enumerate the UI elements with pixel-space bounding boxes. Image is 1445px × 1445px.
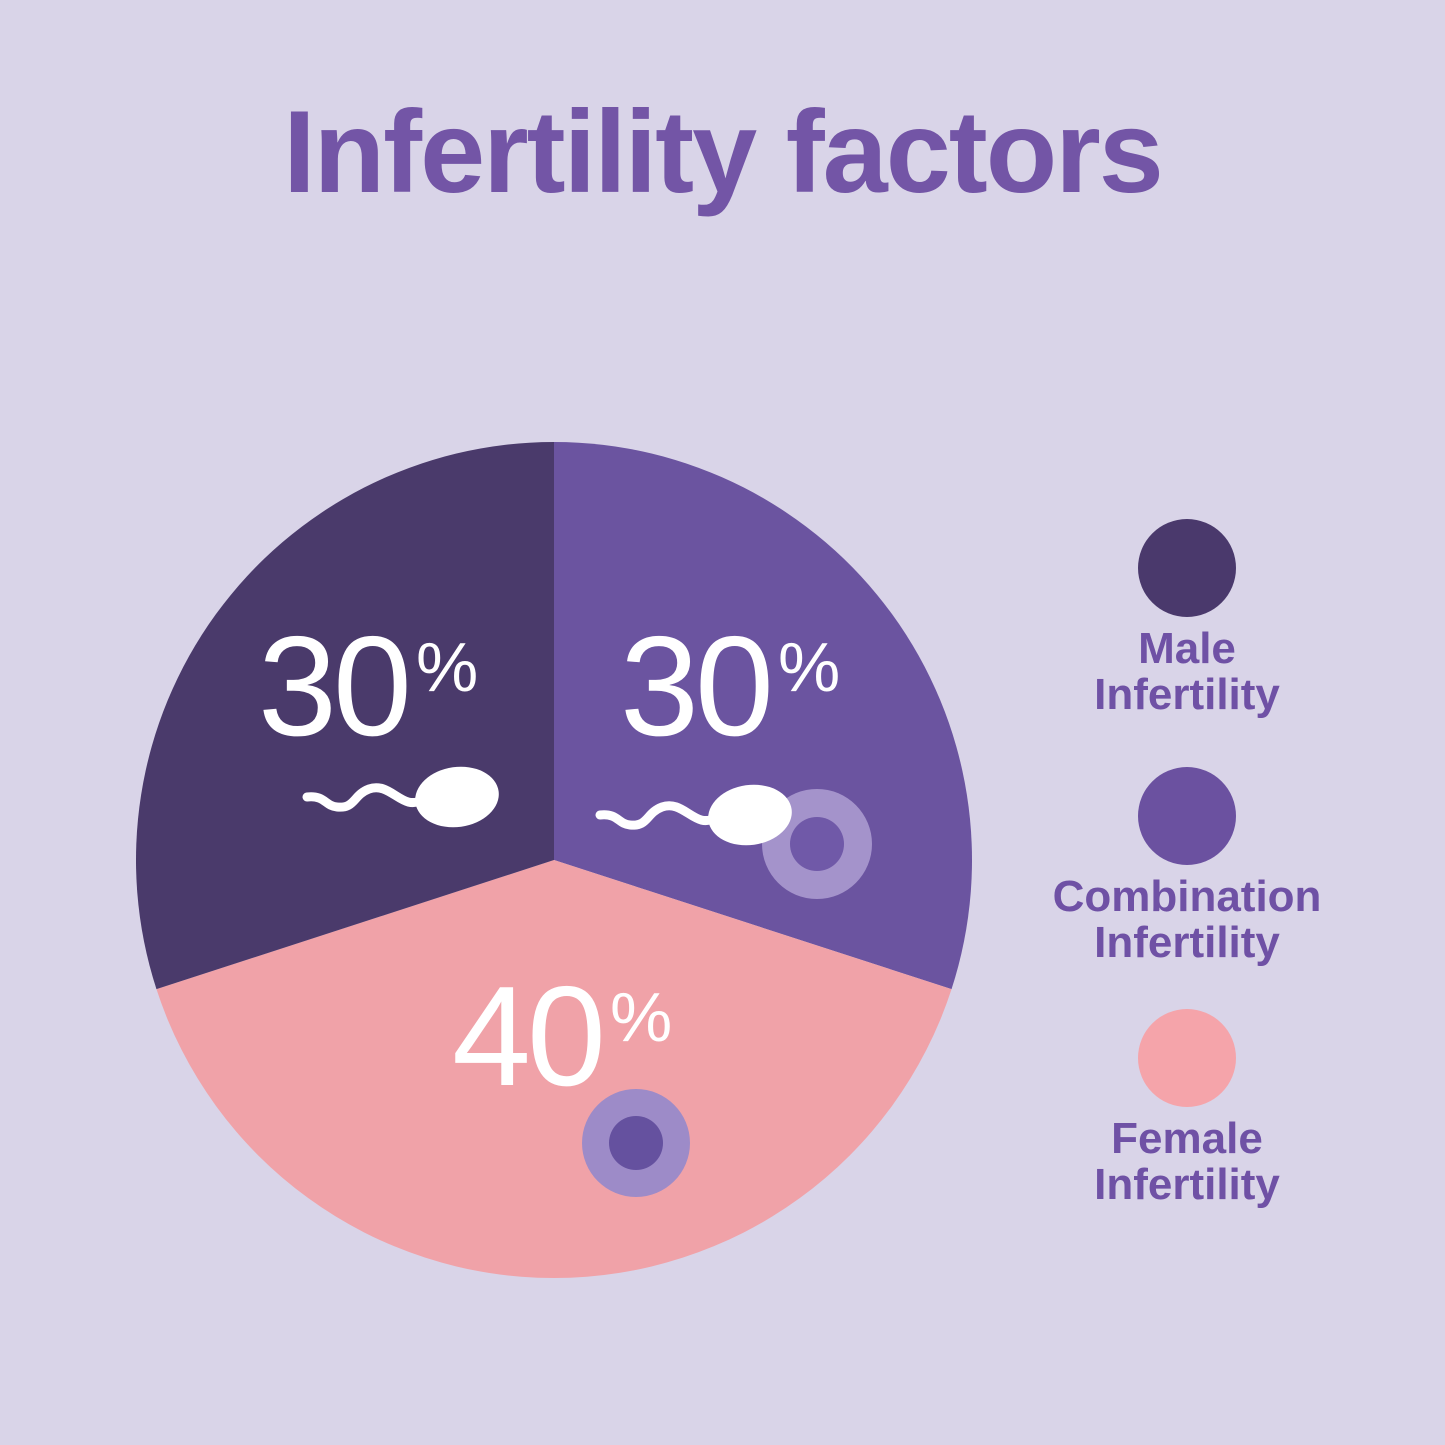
legend-item-combination: Combination Infertility [1017, 767, 1357, 966]
legend-label-female: Female Infertility [1017, 1116, 1357, 1208]
legend-label-combination: Combination Infertility [1017, 874, 1357, 966]
legend-item-female: Female Infertility [1017, 1009, 1357, 1208]
legend-label-line2: Infertility [1094, 1160, 1280, 1209]
slice-value-male: 30 % [258, 616, 478, 758]
slice-value-number: 30 [620, 607, 774, 766]
egg-cell-icon-female [582, 1089, 690, 1197]
sperm-icon-combination [595, 784, 792, 846]
slice-value-female: 40 % [452, 966, 672, 1108]
legend-label-male: Male Infertility [1017, 626, 1357, 718]
chart-title: Infertility factors [283, 86, 1164, 217]
slice-value-number: 40 [452, 957, 606, 1116]
legend-label-line2: Infertility [1094, 918, 1280, 967]
legend-swatch-male [1138, 519, 1236, 617]
percent-sign: % [415, 628, 479, 706]
pie-slice-male-infertility [135, 441, 555, 990]
egg-inner-circle [790, 817, 844, 871]
legend-label-line2: Infertility [1094, 670, 1280, 719]
sperm-head [415, 766, 499, 828]
slice-value-number: 30 [258, 607, 412, 766]
egg-inner-circle [609, 1116, 663, 1170]
sperm-tail [302, 783, 428, 812]
sperm-tail [595, 801, 721, 830]
legend-label-line1: Female [1111, 1114, 1263, 1163]
pie-slice-female-infertility [156, 860, 952, 1278]
legend-swatch-combination [1138, 767, 1236, 865]
percent-sign: % [777, 628, 841, 706]
sperm-head [708, 784, 792, 846]
slice-value-combination: 30 % [620, 616, 840, 758]
percent-sign: % [609, 978, 673, 1056]
legend-label-line1: Male [1138, 624, 1236, 673]
legend-item-male: Male Infertility [1017, 519, 1357, 718]
legend-swatch-female [1138, 1009, 1236, 1107]
sperm-icon-male [302, 766, 499, 828]
legend-label-line1: Combination [1052, 872, 1322, 921]
